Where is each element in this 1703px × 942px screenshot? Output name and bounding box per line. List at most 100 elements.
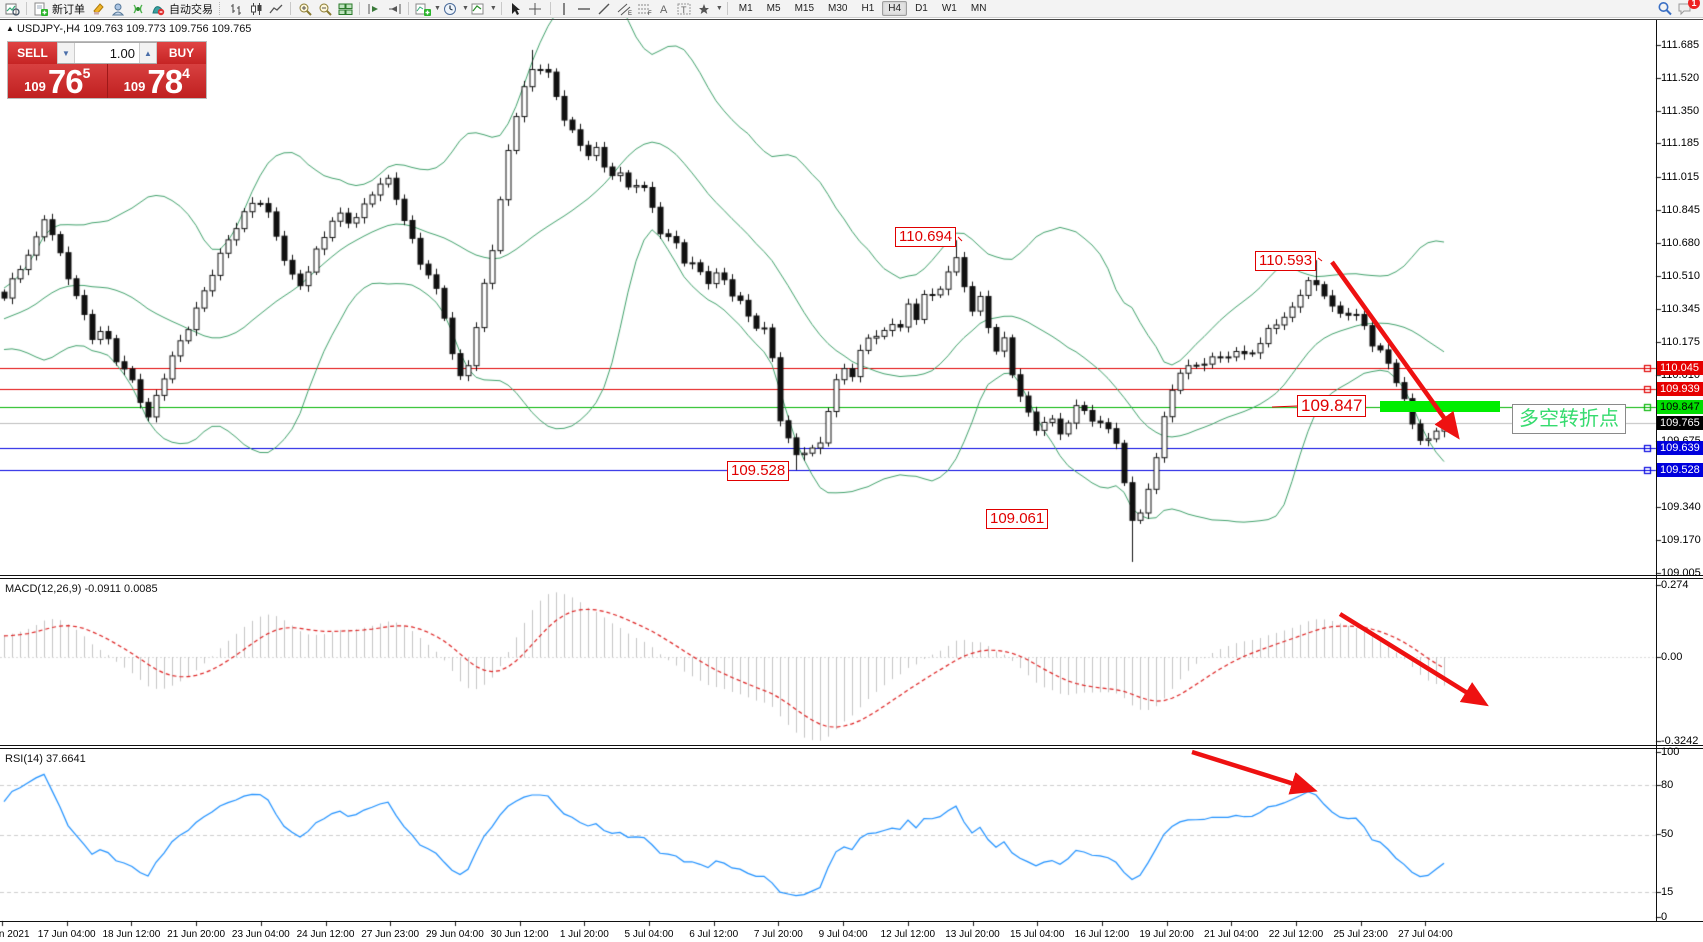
timeframe-button-h1[interactable]: H1	[861, 3, 875, 14]
buy-price[interactable]: 109 78 4	[107, 64, 206, 98]
timeframe-button-h4[interactable]: H4	[882, 1, 908, 16]
axis-tick-label: 111.685	[1661, 39, 1700, 51]
signals-icon[interactable]	[128, 1, 148, 17]
auto-trading-icon[interactable]	[148, 1, 168, 17]
templates-icon[interactable]	[469, 1, 489, 17]
rsi-pane-divider[interactable]	[0, 748, 1703, 749]
main-pane-bottom-border	[0, 575, 1703, 576]
price-badge-109.939: 109.939	[1657, 382, 1703, 396]
arrows-shapes-icon[interactable]	[695, 1, 715, 17]
symbol-quote-bar: ▲ USDJPY-,H4 109.763 109.773 109.756 109…	[6, 23, 251, 35]
time-axis-label: 22 Jul 12:00	[1268, 929, 1324, 940]
periods-dropdown-caret[interactable]: ▼	[461, 5, 469, 12]
time-axis-label: 18 Jun 12:00	[102, 929, 161, 940]
cursor-icon[interactable]	[506, 1, 526, 17]
time-axis-label: 12 Jul 12:00	[880, 929, 936, 940]
timeframe-button-m5[interactable]: M5	[766, 3, 781, 14]
indicators-dropdown-caret[interactable]: ▼	[434, 5, 441, 12]
axis-tick-label: 110.680	[1661, 237, 1700, 249]
crosshair-icon[interactable]	[526, 1, 546, 17]
axis-tick-label: 50	[1661, 828, 1674, 840]
price-annotation-110.694[interactable]: 110.694	[895, 227, 957, 247]
timeframe-button-d1[interactable]: D1	[915, 3, 928, 14]
one-click-trade-panel: SELL ▼ 1.00 ▲ BUY 109 76 5 109 78 4	[7, 41, 207, 99]
svg-text:E: E	[628, 11, 632, 16]
axis-tick-label: 0.274	[1661, 579, 1689, 591]
sell-price[interactable]: 109 76 5	[8, 64, 107, 98]
time-axis-label: 19 Jul 20:00	[1139, 929, 1194, 940]
symbol-collapse-triangle[interactable]: ▲	[6, 24, 14, 33]
timeframe-button-m30[interactable]: M30	[828, 3, 848, 14]
main-toolbar: 新订单 自动交易 ▼ ▼ ▼ E F A T ▼	[0, 0, 1703, 18]
new-order-button[interactable]: 新订单	[52, 3, 85, 16]
horizontal-line-icon[interactable]	[575, 1, 595, 17]
price-badge-109.847: 109.847	[1657, 400, 1703, 414]
turning-point-text[interactable]: 多空转折点	[1512, 404, 1626, 434]
shapes-dropdown-caret[interactable]: ▼	[715, 5, 723, 12]
svg-text:A: A	[660, 4, 668, 16]
trendline-icon[interactable]	[595, 1, 615, 17]
support-highlight-band[interactable]	[1380, 401, 1500, 412]
time-axis-label: 21 Jun 20:00	[167, 929, 226, 940]
tile-windows-icon[interactable]	[335, 1, 355, 17]
new-chart-icon[interactable]	[2, 1, 22, 17]
time-axis-label: 24 Jun 12:00	[296, 929, 355, 940]
bar-chart-icon[interactable]	[226, 1, 246, 17]
macd-pane-divider[interactable]	[0, 578, 1703, 579]
sell-button[interactable]: SELL	[8, 42, 57, 64]
price-axis-line[interactable]	[1656, 20, 1657, 921]
meta-editor-icon[interactable]	[88, 1, 108, 17]
price-annotation-109.528[interactable]: 109.528	[727, 461, 790, 481]
volume-down-stepper[interactable]: ▼	[57, 43, 75, 63]
zoom-in-icon[interactable]	[295, 1, 315, 17]
timeframe-button-m1[interactable]: M1	[738, 3, 753, 14]
chart-shift-icon[interactable]	[364, 1, 384, 17]
new-order-icon[interactable]	[31, 1, 51, 17]
timeframe-button-w1[interactable]: W1	[941, 3, 957, 14]
price-annotation-109.061[interactable]: 109.061	[986, 509, 1049, 529]
notifications-icon[interactable]: 1	[1675, 0, 1700, 17]
text-label-icon[interactable]: T	[675, 1, 695, 17]
price-annotation-110.593[interactable]: 110.593	[1255, 251, 1317, 271]
time-axis-label: 30 Jun 12:00	[490, 929, 549, 940]
time-axis-label: 16 Jul 12:00	[1074, 929, 1130, 940]
time-axis-label: 5 Jul 04:00	[624, 929, 674, 940]
buy-button[interactable]: BUY	[157, 42, 206, 64]
fibonacci-icon[interactable]: F	[635, 1, 655, 17]
timeframe-button-m15[interactable]: M15	[794, 3, 815, 14]
search-icon[interactable]	[1655, 1, 1675, 17]
time-axis-label: 27 Jul 04:00	[1398, 929, 1453, 940]
axis-tick-label: 110.845	[1661, 204, 1700, 216]
time-axis-label: 15 Jun 2021	[0, 929, 30, 940]
time-axis-label: 29 Jun 04:00	[425, 929, 484, 940]
indicators-icon[interactable]	[413, 1, 433, 17]
candlestick-chart-icon[interactable]	[246, 1, 266, 17]
notification-badge: 1	[1688, 0, 1700, 9]
equidistant-channel-icon[interactable]: E	[615, 1, 635, 17]
macd-label: MACD(12,26,9) -0.0911 0.0085	[5, 583, 158, 595]
axis-tick-label: -0.3242	[1661, 735, 1699, 747]
svg-text:T: T	[681, 5, 687, 15]
time-axis-label: 1 Jul 20:00	[559, 929, 609, 940]
line-chart-icon[interactable]	[266, 1, 286, 17]
vertical-line-icon[interactable]	[555, 1, 575, 17]
auto-scroll-icon[interactable]	[384, 1, 404, 17]
volume-input[interactable]: 1.00	[109, 45, 135, 61]
svg-text:F: F	[648, 11, 652, 16]
time-axis-label: 13 Jul 20:00	[945, 929, 1000, 940]
zoom-out-icon[interactable]	[315, 1, 335, 17]
volume-up-stepper[interactable]: ▲	[139, 43, 157, 63]
timeframe-button-mn[interactable]: MN	[970, 3, 987, 14]
axis-tick-label: 0	[1661, 911, 1668, 923]
price-annotation-109.847[interactable]: 109.847	[1297, 395, 1367, 417]
rsi-label: RSI(14) 37.6641	[5, 753, 86, 765]
market-icon[interactable]	[108, 1, 128, 17]
axis-tick-label: 0.00	[1661, 651, 1683, 663]
templates-dropdown-caret[interactable]: ▼	[489, 5, 497, 12]
auto-trading-button[interactable]: 自动交易	[169, 3, 213, 16]
text-icon[interactable]: A	[655, 1, 675, 17]
periods-clock-icon[interactable]	[441, 1, 461, 17]
axis-tick-label: 110.175	[1661, 336, 1700, 348]
